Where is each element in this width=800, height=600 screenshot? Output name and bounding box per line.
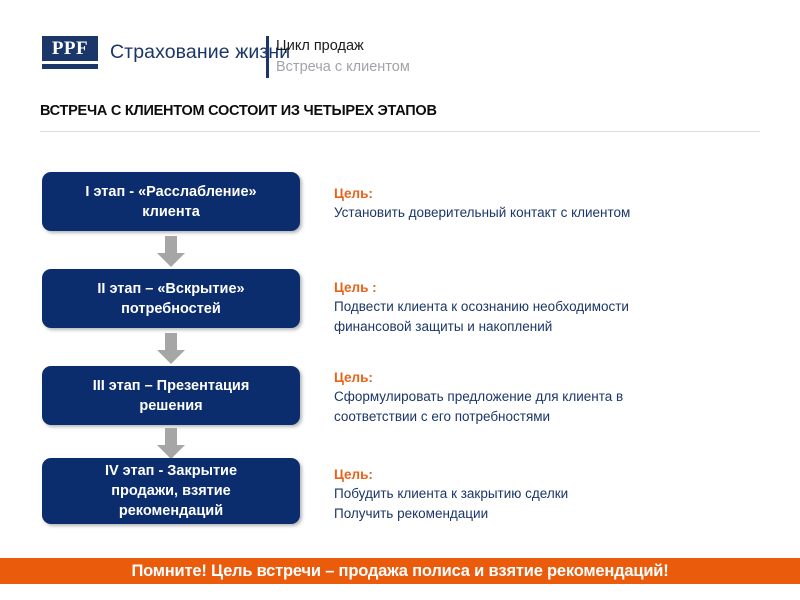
stage-box-1-line-2: клиента: [142, 203, 200, 220]
stage-box-3-line-1: III этап – Презентация: [92, 377, 250, 394]
goal-text-2-line-2: финансовой защиты и накоплений: [334, 318, 553, 334]
stage-box-2-line-2: потребностей: [121, 300, 221, 317]
arrow-down-icon: [156, 428, 186, 460]
goal-text-4-line-1: Побудить клиента к закрытию сделки: [334, 486, 569, 501]
stage-box-4-line-3: рекомендаций: [118, 503, 224, 519]
stage-box-1-line-1: I этап - «Расслабление»: [85, 183, 257, 200]
ppf-logo-underbar: [42, 64, 98, 69]
goal-text-1: Установить доверительный контакт с клиен…: [334, 203, 734, 223]
stage-box-1[interactable]: I этап - «Расслабление» клиента: [42, 172, 300, 231]
goal-label-1: Цель:: [334, 186, 373, 201]
goal-block-1: Цель: Установить доверительный контакт с…: [334, 184, 734, 223]
goal-text-4-line-2: Получить рекомендации: [334, 505, 489, 521]
goal-label-2: Цель :: [334, 280, 377, 295]
stage-box-4[interactable]: IV этап - Закрытие продажи, взятие реком…: [42, 458, 300, 524]
ppf-logo-icon: PPF: [42, 36, 98, 69]
goal-label-3: Цель:: [334, 370, 373, 385]
stage-box-3-line-2: решения: [139, 397, 203, 414]
goal-text-1-line-1: Установить доверительный контакт с клиен…: [334, 205, 631, 220]
stage-box-2-line-1: II этап – «Вскрытие»: [97, 280, 245, 297]
page-title: ВСТРЕЧА С КЛИЕНТОМ СОСТОИТ ИЗ ЧЕТЫРЕХ ЭТ…: [40, 103, 437, 119]
stage-box-2[interactable]: II этап – «Вскрытие» потребностей: [42, 269, 300, 328]
footer-banner: Помните! Цель встречи – продажа полиса и…: [0, 558, 800, 584]
goal-text-3: Сформулировать предложение для клиента в…: [334, 387, 734, 426]
goal-block-4: Цель: Побудить клиента к закрытию сделки…: [334, 465, 734, 523]
header-title-sub: Встреча с клиентом: [276, 59, 410, 75]
header-titles: Цикл продаж Встреча с клиентом: [276, 36, 410, 78]
goal-text-3-line-1: Сформулировать предложение для клиента в: [334, 389, 624, 404]
stage-box-3[interactable]: III этап – Презентация решения: [42, 366, 300, 425]
footer-banner-text: Помните! Цель встречи – продажа полиса и…: [131, 561, 669, 580]
goal-label-4: Цель:: [334, 467, 373, 482]
arrow-down-icon: [156, 236, 186, 268]
goal-block-2: Цель : Подвести клиента к осознанию необ…: [334, 278, 734, 336]
goal-text-2-line-1: Подвести клиента к осознанию необходимос…: [334, 299, 629, 314]
header-vertical-divider: [266, 36, 269, 78]
goal-block-3: Цель: Сформулировать предложение для кли…: [334, 368, 734, 426]
slide-header: PPF Страхование жизни Цикл продаж Встреч…: [0, 0, 800, 96]
goal-text-4: Побудить клиента к закрытию сделки Получ…: [334, 484, 734, 523]
brand-lockup: PPF Страхование жизни: [42, 36, 290, 69]
arrow-down-icon: [156, 333, 186, 365]
goal-text-2: Подвести клиента к осознанию необходимос…: [334, 297, 734, 336]
goal-text-3-line-2: соответствии с его потребностями: [334, 408, 551, 424]
stage-box-4-line-2: продажи, взятие: [111, 483, 231, 499]
ppf-logo-wordmark: PPF: [42, 36, 98, 61]
title-divider-rule: [40, 131, 760, 132]
stage-box-4-line-1: IV этап - Закрытие: [104, 463, 238, 479]
brand-name: Страхование жизни: [110, 41, 291, 63]
header-title-main: Цикл продаж: [276, 38, 364, 54]
